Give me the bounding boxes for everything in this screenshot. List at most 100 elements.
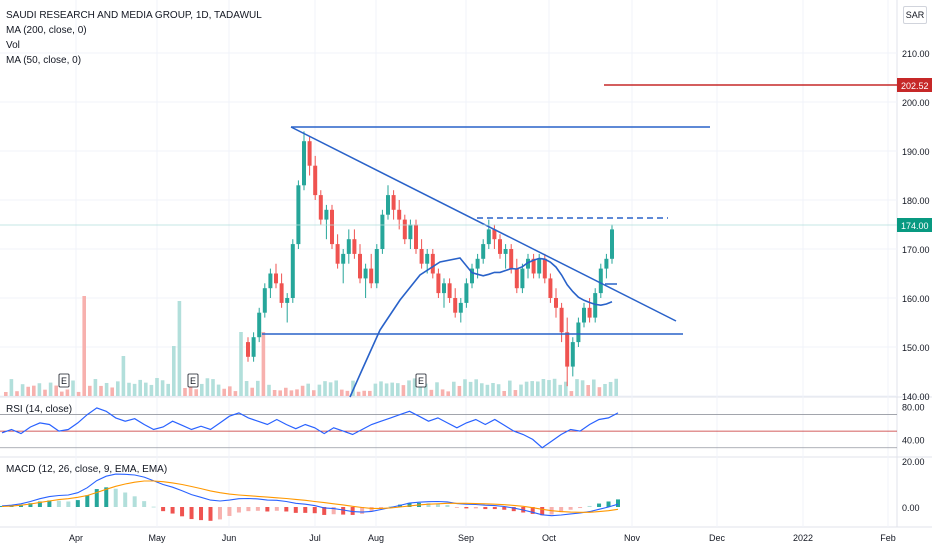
volume-bar xyxy=(272,390,277,396)
candle-body xyxy=(313,165,318,196)
volume-bar xyxy=(558,384,562,396)
candle-body xyxy=(514,268,519,289)
candle-body xyxy=(318,195,323,220)
volume-bar xyxy=(524,381,529,396)
macd-histogram-bar xyxy=(170,507,175,514)
candle-body xyxy=(352,239,357,254)
macd-histogram-bar xyxy=(56,500,61,507)
volume-bar xyxy=(188,386,193,396)
macd-tick-label: 20.00 xyxy=(902,457,925,467)
chart-legend: SAUDI RESEARCH AND MEDIA GROUP, 1D, TADA… xyxy=(6,8,262,68)
volume-bar xyxy=(172,346,176,396)
volume-bar xyxy=(334,380,338,396)
ma50-line xyxy=(349,257,613,398)
indicator-ma50[interactable]: MA (50, close, 0) xyxy=(6,55,82,66)
volume-bar xyxy=(65,389,70,396)
macd-histogram-bar xyxy=(37,501,42,507)
indicator-ma200[interactable]: MA (200, close, 0) xyxy=(6,25,87,36)
rsi-legend[interactable]: RSI (14, close) xyxy=(6,404,73,415)
volume-bar xyxy=(300,385,305,396)
earnings-label: E xyxy=(418,376,424,386)
indicator-vol[interactable]: Vol xyxy=(6,40,20,51)
price-tick-label: 190.00 xyxy=(902,147,930,157)
volume-bar xyxy=(373,383,378,396)
candle-body xyxy=(290,244,295,298)
volume-bar xyxy=(149,384,154,396)
volume-bar xyxy=(48,382,53,396)
volume-bar xyxy=(216,384,221,396)
macd-histogram-bar xyxy=(606,501,611,507)
time-tick-label: Dec xyxy=(709,533,726,543)
macd-histogram-bar xyxy=(597,503,602,507)
volume-bar xyxy=(362,390,366,396)
price-tick-label: 180.00 xyxy=(902,196,930,206)
volume-bar xyxy=(289,390,294,396)
target-price-tag: 202.52 xyxy=(897,78,932,92)
macd-histogram-bar xyxy=(151,506,156,508)
currency-button[interactable]: SAR xyxy=(903,6,927,24)
time-tick-label: Sep xyxy=(458,533,474,543)
candle-body xyxy=(503,249,508,254)
macd-histogram-bar xyxy=(530,507,535,514)
volume-bar xyxy=(144,382,148,396)
macd-histogram-bar xyxy=(199,507,204,521)
volume-bar xyxy=(407,380,411,396)
volume-bar xyxy=(284,387,288,396)
volume-bar xyxy=(468,381,473,396)
volume-bar xyxy=(71,380,75,396)
candle-body xyxy=(582,307,586,323)
macd-histogram-bar xyxy=(568,507,573,510)
price-tick-label: 150.00 xyxy=(902,343,930,353)
candle-body xyxy=(509,249,514,269)
macd-histogram-bar xyxy=(473,507,478,509)
volume-bar xyxy=(569,391,574,396)
volume-bar xyxy=(250,387,254,396)
volume-bar xyxy=(261,332,266,396)
candle-body xyxy=(358,253,362,279)
earnings-box xyxy=(415,373,427,388)
volume-bar xyxy=(76,391,81,396)
macd-histogram-bar xyxy=(426,503,431,507)
volume-bar xyxy=(54,385,58,396)
candle-body xyxy=(520,268,525,289)
volume-bar xyxy=(138,379,142,396)
macd-histogram-bar xyxy=(28,503,33,507)
macd-histogram-bar xyxy=(227,507,232,516)
volume-bar xyxy=(396,383,400,396)
macd-histogram-bar xyxy=(578,507,583,509)
macd-histogram-bar xyxy=(161,507,166,512)
volume-bar xyxy=(564,381,568,396)
candle-body xyxy=(335,244,340,264)
macd-histogram-bar xyxy=(454,507,459,508)
volume-bar xyxy=(530,381,534,396)
chart-title[interactable]: SAUDI RESEARCH AND MEDIA GROUP, 1D, TADA… xyxy=(6,10,262,21)
candle-body xyxy=(526,258,530,269)
candle-body xyxy=(548,278,553,298)
candle-body xyxy=(576,322,581,343)
candle-body xyxy=(369,268,374,284)
candle-body xyxy=(559,307,564,333)
macd-histogram-bar xyxy=(104,487,109,507)
time-tick-label: Nov xyxy=(624,533,641,543)
candle-body xyxy=(442,283,446,294)
rsi-tick-label: 80.00 xyxy=(902,402,925,412)
volume-bar xyxy=(463,379,467,396)
volume-bar xyxy=(356,391,361,396)
earnings-box xyxy=(187,373,199,388)
volume-bar xyxy=(244,381,249,396)
volume-bar xyxy=(37,383,42,396)
macd-histogram-bar xyxy=(616,499,620,507)
macd-histogram-bar xyxy=(246,507,251,512)
earnings-marker: E xyxy=(415,373,427,388)
macd-histogram-bar xyxy=(502,507,507,510)
volume-bar xyxy=(485,384,490,396)
volume-bar xyxy=(435,382,439,396)
candle-body xyxy=(397,209,402,220)
volume-bar xyxy=(575,379,579,396)
macd-histogram-bar xyxy=(511,507,516,512)
macd-histogram-bar xyxy=(312,507,317,514)
candle-body xyxy=(307,141,312,166)
volume-bar xyxy=(121,356,126,396)
macd-legend[interactable]: MACD (12, 26, close, 9, EMA, EMA) xyxy=(6,464,168,475)
time-tick-label: Oct xyxy=(542,533,557,543)
